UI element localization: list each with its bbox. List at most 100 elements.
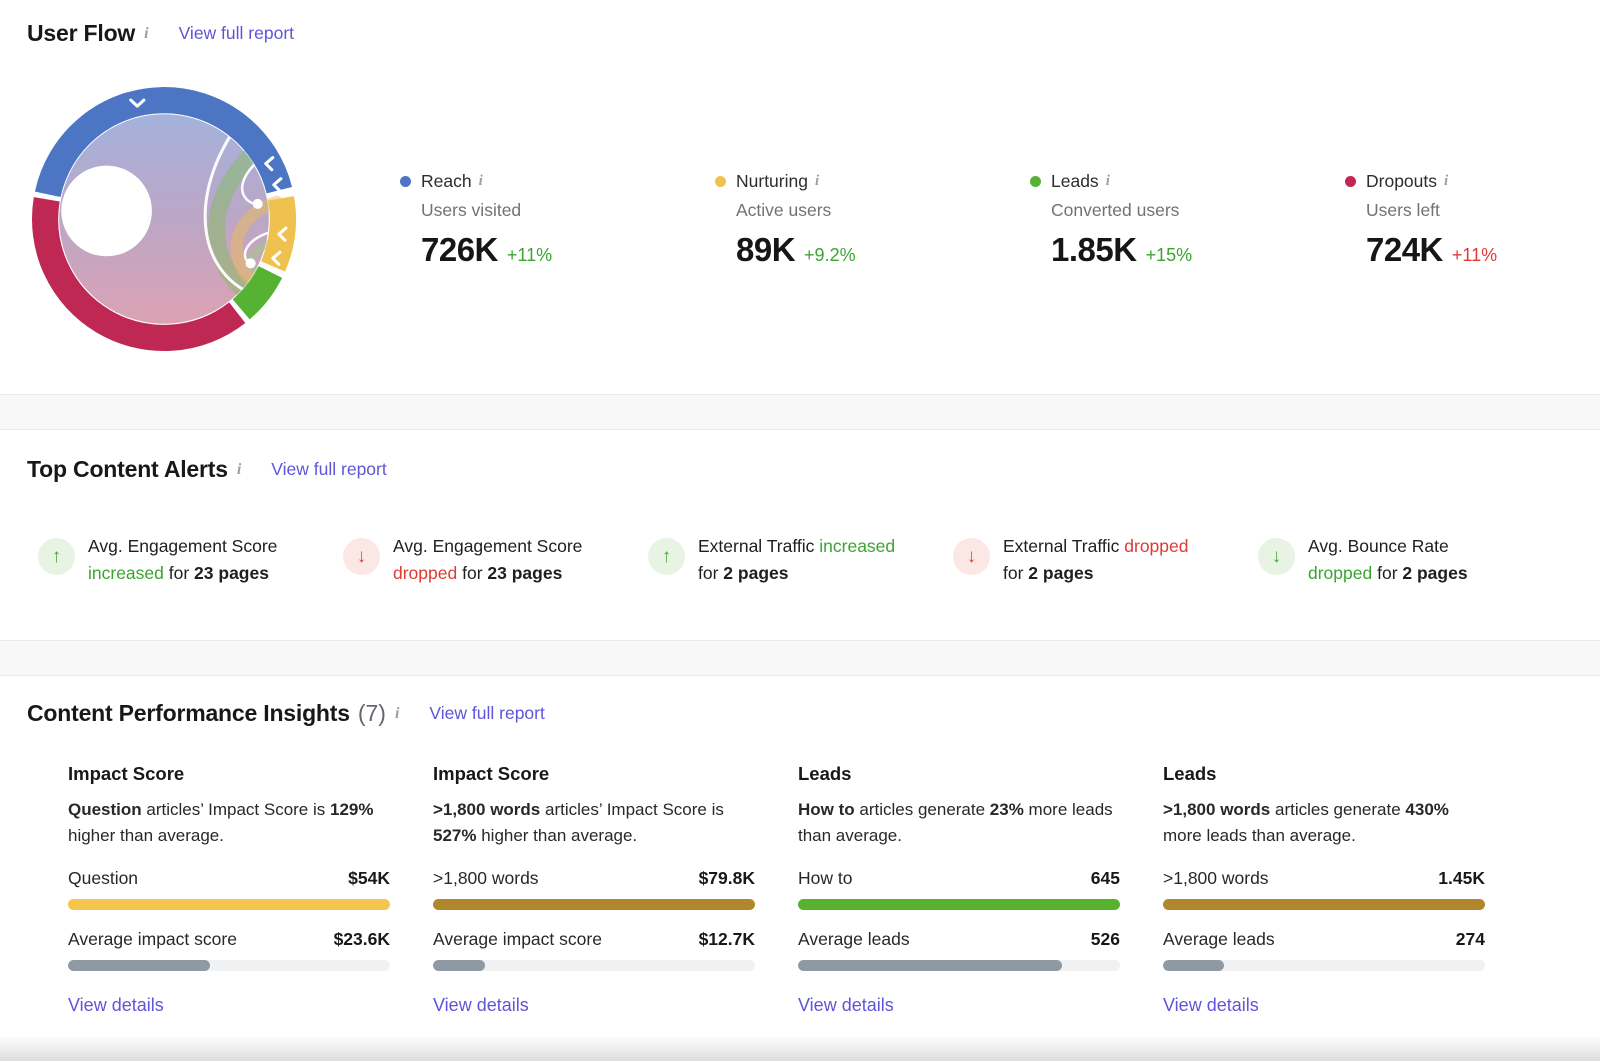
chord-cutout-circle [61,165,152,257]
section-divider-strip [0,640,1600,676]
metric-value-row: 724K +11% [1366,231,1600,269]
text-segment: increased [88,563,164,583]
row-label: Average impact score [68,929,237,949]
alerts-header: Top Content Alerts i View full report [0,430,1600,483]
leads-arc[interactable] [232,265,283,320]
insights-view-full-report-link[interactable]: View full report [429,703,545,723]
average-bar-track [433,960,755,971]
content-performance-insights-section: Content Performance Insights (7) i View … [0,676,1600,1061]
text-segment: Question [68,800,142,819]
info-icon[interactable]: i [236,460,242,478]
row-label: Average leads [798,929,910,949]
top-content-alerts-section: Top Content Alerts i View full report ↑ A… [0,430,1600,640]
metric-leads: Leads i Converted users 1.85K +15% [1030,171,1345,355]
text-segment: for [698,563,724,583]
metric-dropouts: Dropouts i Users left 724K +11% [1345,171,1600,355]
insight-cards-row: Impact Score Question articles’ Impact Sc… [0,763,1600,1016]
metric-subtitle: Converted users [1051,200,1180,220]
metric-value: 724K [1366,231,1443,268]
alert-external-traffic-increased: ↑ External Traffic increased for 2 pages [648,533,953,587]
view-details-link[interactable]: View details [1163,995,1259,1015]
metric-nurturing: Nurturing i Active users 89K +9.2% [715,171,1030,355]
primary-bar [798,899,1120,910]
card-average-row: Average leads 526 [798,929,1120,950]
insights-header: Content Performance Insights (7) i View … [0,676,1600,727]
arrow-down-icon: ↓ [953,538,990,575]
metric-delta: +11% [1451,245,1498,265]
text-segment: 23% [989,800,1024,819]
average-bar-fill [1163,960,1225,971]
view-details-link[interactable]: View details [68,995,164,1015]
text-segment: >1,800 words [1163,800,1271,819]
row-label: >1,800 words [1163,868,1269,888]
text-segment: 430% [1405,800,1449,819]
insights-count: (7) [357,700,386,726]
user-flow-title: User Flow [27,20,136,46]
alert-text: External Traffic increased for 2 pages [698,533,909,587]
arrow-up-icon: ↑ [648,538,685,575]
dropouts-arc[interactable] [32,197,246,352]
row-label: Average leads [1163,929,1275,949]
average-bar-fill [433,960,485,971]
metric-value-row: 89K +9.2% [736,231,1030,269]
text-segment: articles’ Impact Score is [141,800,330,819]
row-label: Average impact score [433,929,602,949]
metric-reach: Reach i Users visited 726K +11% [400,171,715,355]
insight-card-leads-how-to: Leads How to articles generate 23% more l… [798,763,1120,1016]
text-segment: dropped [1124,536,1189,556]
card-average-row: Average leads 274 [1163,929,1485,950]
chord-ribbon-yellow [230,195,283,286]
row-label: Question [68,868,139,888]
row-value: $54K [348,868,390,888]
user-flow-view-full-report-link[interactable]: View full report [178,23,295,43]
text-segment: 23 pages [194,563,269,583]
average-bar-fill [68,960,210,971]
card-description: Question articles’ Impact Score is 129% … [68,797,390,849]
info-icon[interactable]: i [144,24,149,42]
info-icon[interactable]: i [478,173,483,189]
metric-delta: +11% [506,245,553,265]
flow-direction-chevrons [129,98,288,266]
text-segment: 129% [329,800,374,819]
section-divider-strip [0,394,1600,430]
text-segment: How to [798,800,855,819]
reach-arc[interactable] [34,87,293,198]
arrow-down-icon: ↓ [1258,538,1295,575]
alerts-view-full-report-link[interactable]: View full report [271,459,387,479]
metric-value-row: 726K +11% [421,231,715,269]
average-bar-track [68,960,390,971]
chord-ribbon-green [208,140,267,300]
primary-bar [1163,899,1485,910]
info-icon[interactable]: i [394,704,400,722]
metric-label: Reach [421,171,472,191]
info-icon[interactable]: i [1105,173,1110,189]
text-segment: for [163,563,195,583]
user-flow-header: User Flow i View full report [0,0,1600,47]
view-details-link[interactable]: View details [433,995,529,1015]
card-primary-row: >1,800 words $79.8K [433,868,755,889]
chord-node-dot-1 [252,198,263,209]
view-details-link[interactable]: View details [798,995,894,1015]
alert-text: Avg. Bounce Rate dropped for 2 pages [1308,533,1482,587]
text-segment: dropped [393,563,458,583]
metric-subtitle: Users left [1366,200,1440,220]
alert-text: Avg. Engagement Score dropped for 23 page… [393,533,596,587]
text-segment: Avg. Bounce Rate [1308,536,1449,556]
info-icon[interactable]: i [1444,173,1449,189]
primary-bar [433,899,755,910]
text-segment: dropped [1308,563,1373,583]
text-segment: articles’ Impact Score is [540,800,724,819]
metric-value: 89K [736,231,796,268]
metric-delta: +9.2% [804,245,856,265]
text-segment: 2 pages [1402,563,1468,583]
metric-label: Leads [1051,171,1099,191]
text-segment: for [457,563,488,583]
insight-card-impact-score-long-articles: Impact Score >1,800 words articles’ Impac… [433,763,755,1016]
text-segment: Avg. Engagement Score [88,536,278,556]
insight-card-impact-score-question: Impact Score Question articles’ Impact Sc… [68,763,390,1016]
row-value: $79.8K [698,868,755,888]
chord-separator-curve [203,118,257,297]
metric-head: Leads i [1030,171,1345,192]
info-icon[interactable]: i [814,173,820,189]
